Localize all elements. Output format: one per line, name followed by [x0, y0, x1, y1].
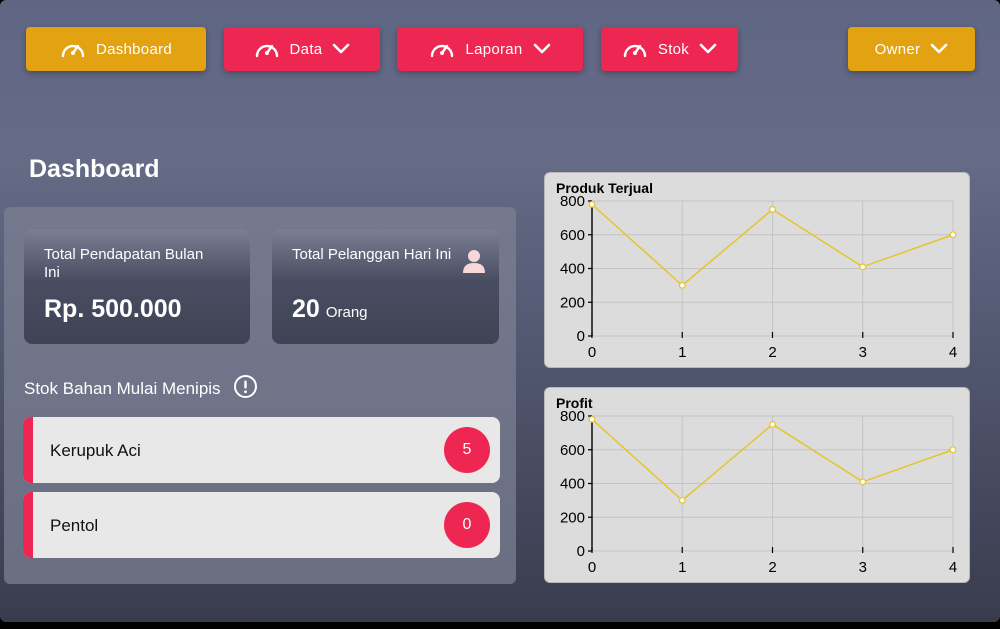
revenue-value: Rp. 500.000 [44, 295, 182, 323]
x-tick-label: 1 [678, 344, 686, 361]
nav-stok-label: Stok [657, 40, 690, 58]
x-tick-label: 0 [588, 344, 596, 361]
x-tick-label: 2 [768, 344, 776, 361]
profit-chart: Profit 0 200 400 600 800 0 1 2 3 4 [544, 387, 970, 583]
customers-value-wrap: 20 Orang [292, 295, 368, 324]
nav-data-button[interactable]: Data [224, 27, 380, 71]
data-point [588, 200, 596, 208]
customers-unit: Orang [325, 304, 368, 321]
nav-stok-button[interactable]: Stok [601, 27, 738, 71]
x-tick-label: 4 [949, 559, 957, 576]
stok-item-name: Kerupuk Aci [50, 441, 141, 460]
profit-chart-svg: Profit 0 200 400 600 800 0 1 2 3 4 [556, 395, 957, 576]
x-tick-label: 1 [678, 559, 686, 576]
chevron-down-icon [332, 43, 350, 55]
stok-title-label: Stok Bahan Mulai Menipis [24, 379, 221, 398]
y-tick-label: 800 [560, 193, 585, 210]
stok-warning-bar [23, 417, 33, 483]
nav-laporan-label: Laporan [465, 40, 523, 58]
stok-list-item[interactable]: Pentol 0 [23, 492, 500, 558]
data-point [678, 496, 686, 504]
data-point [769, 206, 776, 213]
chart-title: Profit [556, 395, 593, 411]
chart-title: Produk Terjual [556, 180, 653, 196]
stok-section-title: Stok Bahan Mulai Menipis [24, 374, 258, 404]
page-title: Dashboard [29, 155, 160, 183]
stok-count-badge: 5 [444, 427, 490, 473]
x-tick-label: 2 [768, 559, 776, 576]
y-tick-label: 0 [577, 543, 585, 560]
data-point [769, 421, 776, 428]
data-point [588, 415, 596, 423]
customers-card: Total Pelanggan Hari Ini 20 Orang [272, 229, 499, 344]
stok-list-item[interactable]: Kerupuk Aci 5 [23, 417, 500, 483]
customers-label: Total Pelanggan Hari Ini [292, 246, 452, 263]
speedometer-icon [254, 38, 280, 60]
stok-item-name: Pentol [50, 516, 99, 535]
owner-label: Owner [874, 40, 921, 58]
y-tick-label: 400 [560, 476, 585, 493]
chevron-down-icon [930, 43, 948, 55]
stok-warning-bar [23, 492, 33, 558]
x-tick-label: 4 [949, 344, 957, 361]
chevron-down-icon [533, 43, 551, 55]
customers-value: 20 [292, 295, 320, 323]
x-tick-label: 0 [588, 559, 596, 576]
x-tick-label: 3 [859, 344, 867, 361]
x-tick-label: 3 [859, 559, 867, 576]
produk-terjual-chart: Produk Terjual 0 200 400 600 800 0 1 2 3 4 [544, 172, 970, 368]
y-tick-label: 600 [560, 227, 585, 244]
data-point [949, 446, 957, 454]
y-tick-label: 0 [577, 328, 585, 345]
stok-count-badge: 0 [444, 502, 490, 548]
nav-laporan-button[interactable]: Laporan [397, 27, 583, 71]
user-icon [461, 248, 487, 279]
alert-icon [233, 374, 258, 404]
nav-dashboard-label: Dashboard [95, 40, 173, 58]
speedometer-icon [622, 38, 648, 60]
nav-dashboard-button[interactable]: Dashboard [26, 27, 206, 71]
y-tick-label: 200 [560, 509, 585, 526]
speedometer-icon [429, 38, 455, 60]
y-tick-label: 600 [560, 442, 585, 459]
data-point [678, 281, 686, 289]
produk-terjual-chart-svg: Produk Terjual 0 200 400 600 800 0 1 2 3 4 [556, 180, 957, 361]
chevron-down-icon [699, 43, 717, 55]
revenue-card: Total Pendapatan Bulan Ini Rp. 500.000 [24, 229, 250, 344]
y-tick-label: 400 [560, 261, 585, 278]
nav-data-label: Data [289, 40, 323, 58]
revenue-label: Total Pendapatan Bulan Ini [44, 246, 204, 281]
data-point [859, 263, 867, 271]
y-tick-label: 800 [560, 408, 585, 425]
owner-menu-button[interactable]: Owner [848, 27, 975, 71]
y-tick-label: 200 [560, 294, 585, 311]
speedometer-icon [60, 38, 86, 60]
data-point [859, 478, 867, 486]
data-point [949, 231, 957, 239]
